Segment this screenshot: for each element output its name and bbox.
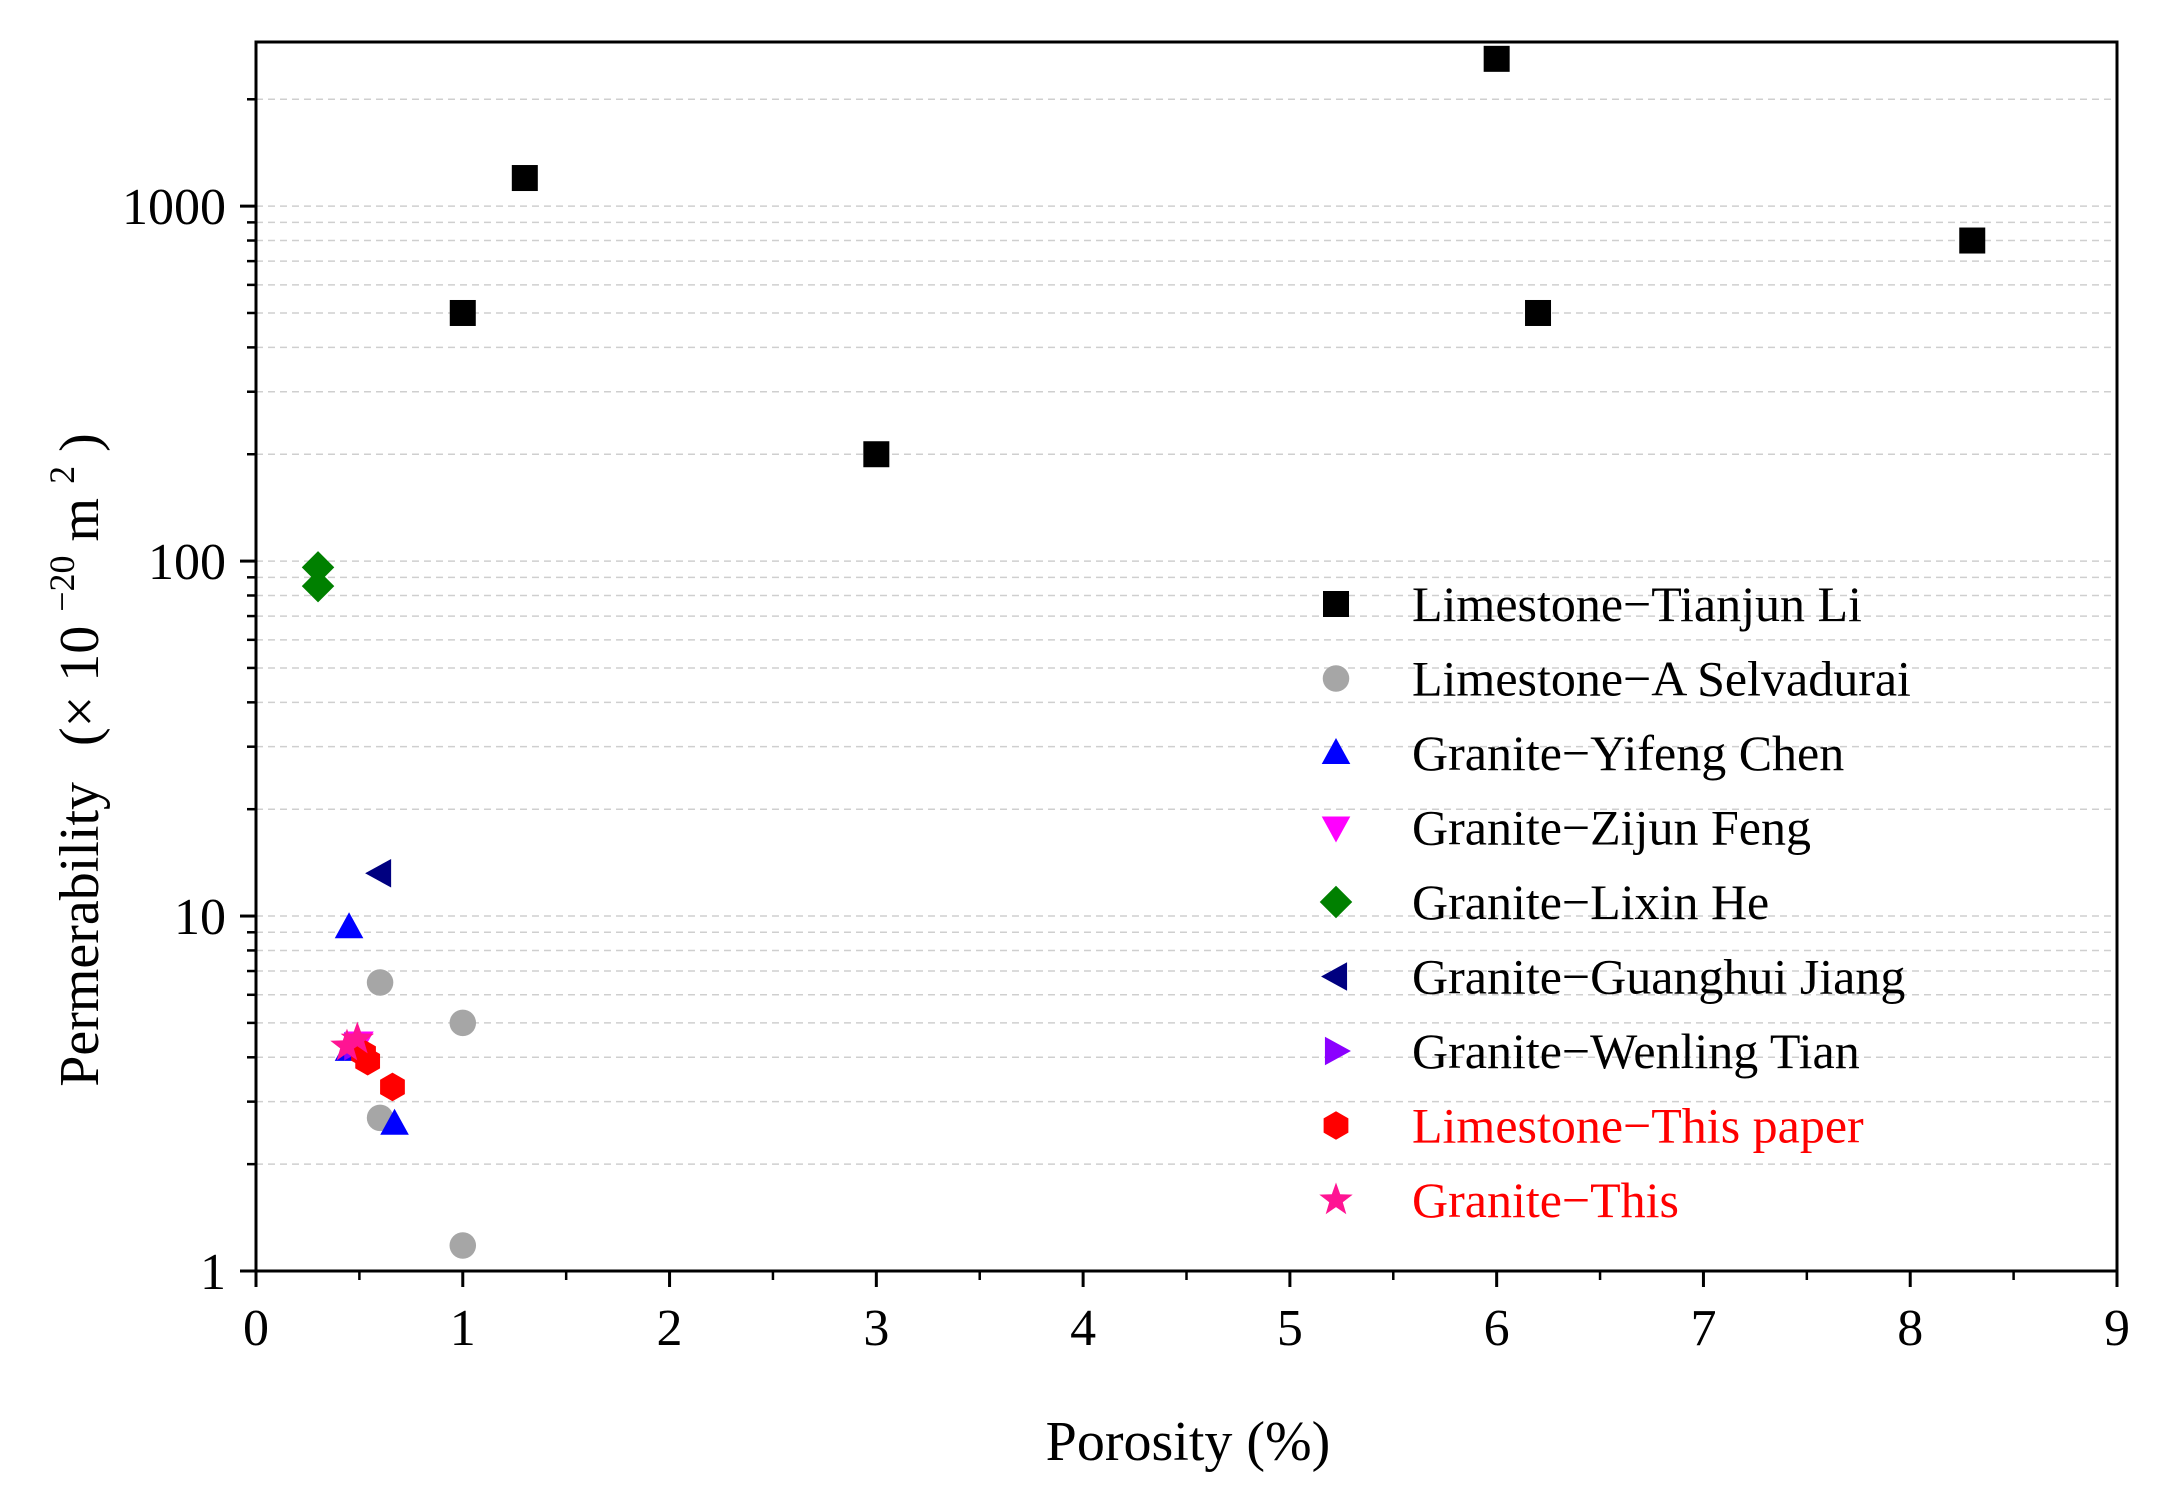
data-markers [301,45,1986,1259]
data-point-square [1483,45,1510,72]
legend-label: Limestone−Tianjun Li [1412,576,1862,632]
y-axis-title-unit-base: m [49,498,111,542]
data-point-triangle-left [365,858,392,888]
x-tick-label: 1 [450,1300,476,1357]
data-point-diamond [301,569,335,603]
data-point-circle [449,1232,477,1259]
x-tick-label: 5 [1277,1300,1303,1357]
data-point-triangle-up [380,1108,409,1135]
legend-marker-triangle-left [1321,962,1348,991]
legend-marker-triangle-up [1321,738,1351,765]
y-axis-title-unit-power: 2 [42,466,82,484]
data-point-square [449,299,476,326]
legend-marker-triangle-right [1324,1036,1351,1066]
y-axis-title-unit-suffix: ) [49,433,111,452]
data-point-diamond [301,551,335,584]
data-point-triangle-up [334,912,364,939]
data-point-square [863,441,890,468]
legend-marker-circle [1322,665,1350,692]
data-point-square [1525,299,1552,326]
legend-label: Granite−Lixin He [1412,874,1769,930]
legend-label: Granite−This [1412,1172,1679,1228]
y-axis-title-unit-exponent: −20 [42,555,82,611]
legend-marker-star [1319,1182,1353,1215]
data-point-square [511,165,538,192]
y-axis-title-main: Permerability [49,782,111,1087]
legend-marker-square [1323,591,1349,617]
data-point-square [1959,227,1986,254]
y-tick-label: 100 [148,534,226,591]
data-point-star [340,1021,375,1054]
legend-label: Granite−Guanghui Jiang [1412,949,1905,1005]
y-axis-title-unit-prefix: (× 10 [49,626,111,746]
data-point-circle [366,969,394,996]
x-tick-label: 3 [863,1300,889,1357]
data-point-star [330,1028,364,1061]
data-point-circle [449,1009,477,1037]
y-tick-label: 1 [200,1244,226,1301]
legend-label: Granite−Wenling Tian [1412,1023,1860,1079]
legend-marker-hexagon [1323,1111,1349,1140]
x-tick-label: 0 [243,1300,269,1357]
x-tick-label: 7 [1690,1300,1716,1357]
x-tick-label: 4 [1070,1300,1096,1357]
x-axis-title: Porosity (%) [1046,1411,1331,1473]
x-tick-label: 2 [657,1300,683,1357]
x-tick-label: 6 [1484,1300,1510,1357]
data-point-hexagon [380,1072,405,1102]
legend-marker-triangle-down [1321,816,1351,843]
legend: Limestone−Tianjun Li Limestone−A Selvadur… [1319,576,1911,1228]
grid-lines [256,98,2117,1165]
legend-label: Limestone−A Selvadurai [1412,651,1911,707]
x-tick-label: 9 [2104,1300,2130,1357]
legend-label: Granite−Zijun Feng [1412,800,1811,856]
legend-label: Limestone−This paper [1412,1098,1864,1154]
legend-label: Granite−Yifeng Chen [1412,725,1844,781]
y-axis-title: Permerability (× 10 −20 m 2 ) [25,433,111,1087]
legend-marker-diamond [1319,885,1353,919]
x-tick-label: 8 [1897,1300,1923,1357]
data-point-hexagon [355,1046,381,1076]
y-tick-label: 1000 [122,179,226,236]
y-tick-label: 10 [174,889,226,946]
